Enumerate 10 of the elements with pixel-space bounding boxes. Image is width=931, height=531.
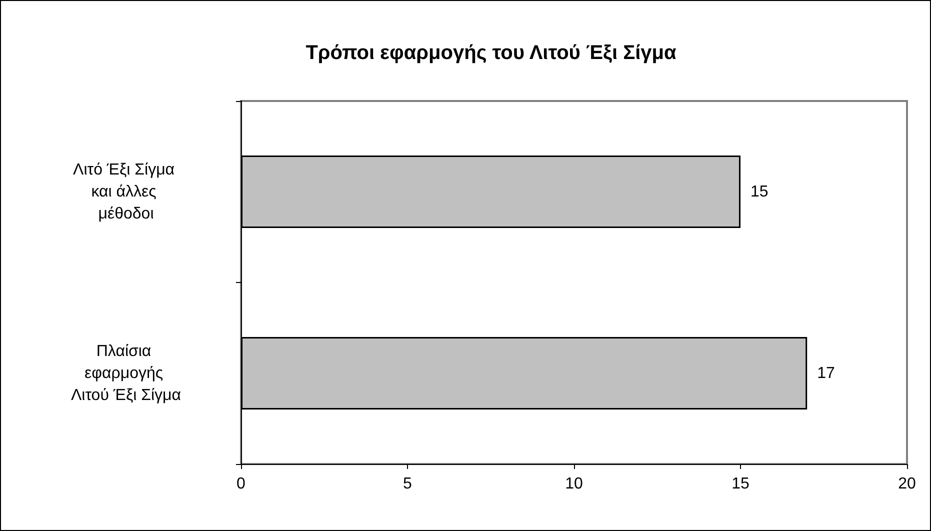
x-tick-label: 0 xyxy=(236,476,246,492)
data-label: 15 xyxy=(750,183,768,200)
x-tick-label: 15 xyxy=(732,476,750,492)
x-tick-label: 20 xyxy=(898,476,916,492)
x-tick-label: 5 xyxy=(403,476,412,492)
chart-title: Τρόποι εφαρμογής του Λιτού Έξι Σίγμα xyxy=(306,42,677,64)
x-tick-label: 10 xyxy=(565,476,583,492)
y-tick-label: Λιτό Έξι Σίγμα και άλλες μέθοδοι xyxy=(73,161,179,222)
data-label: 17 xyxy=(817,364,835,382)
y-tick-label: Πλαίσια εφαρμογής Λιτού Έξι Σίγμα xyxy=(70,342,182,404)
